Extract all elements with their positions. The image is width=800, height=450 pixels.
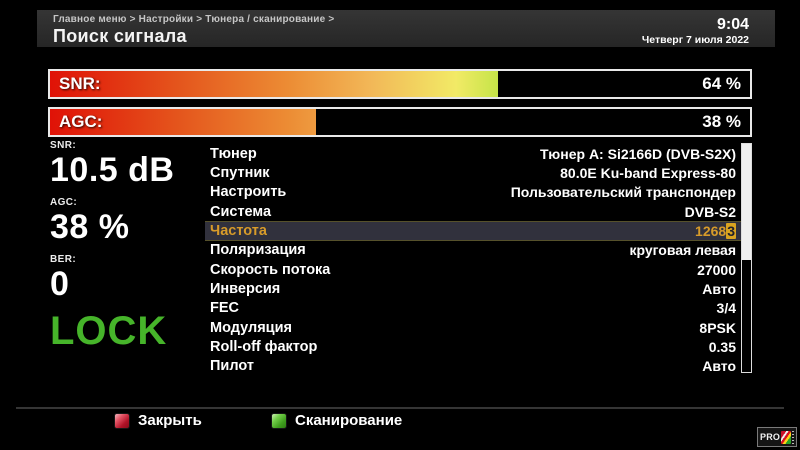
settings-row[interactable]: Roll-off фактор 0.35 bbox=[205, 337, 741, 356]
settings-row-label: Инверсия bbox=[210, 280, 281, 297]
page-title: Поиск сигнала bbox=[53, 26, 187, 46]
settings-row[interactable]: Настроить Пользовательский транспондер bbox=[205, 183, 741, 202]
snr-meter-value: 64 % bbox=[702, 74, 741, 93]
settings-row-label: FEC bbox=[210, 300, 239, 317]
settings-row-value: 0.35 bbox=[708, 338, 736, 355]
lock-status: LOCK bbox=[50, 309, 168, 353]
pro-logo: PRO bbox=[757, 427, 797, 447]
pro-logo-text: PRO bbox=[760, 432, 781, 442]
settings-row-value: Тюнер A: Si2166D (DVB-S2X) bbox=[539, 145, 736, 162]
snr-stat-value: 10.5 dB bbox=[50, 151, 175, 189]
settings-list: Тюнер Тюнер A: Si2166D (DVB-S2X) Спутник… bbox=[205, 144, 741, 376]
header-left: Главное меню > Настройки > Тюнера / скан… bbox=[53, 14, 334, 47]
green-key-icon bbox=[271, 412, 287, 429]
settings-row-value: Пользовательский транспондер bbox=[510, 184, 736, 201]
settings-row-value: DVB-S2 bbox=[684, 203, 736, 220]
settings-row[interactable]: Скорость потока 27000 bbox=[205, 260, 741, 279]
settings-row-value: 8PSK bbox=[699, 319, 736, 336]
agc-meter-mask bbox=[316, 109, 750, 135]
snr-stat-label: SNR: bbox=[50, 140, 77, 151]
settings-row[interactable]: Спутник 80.0E Ku-band Express-80 bbox=[205, 163, 741, 182]
snr-meter: SNR: 64 % bbox=[48, 69, 752, 99]
signal-stats: SNR: 10.5 dB AGC: 38 % BER: 0 LOCK bbox=[50, 140, 200, 353]
settings-row-value: 27000 bbox=[697, 261, 736, 278]
breadcrumb: Главное меню > Настройки > Тюнера / скан… bbox=[53, 14, 335, 25]
settings-row-label: Пилот bbox=[210, 358, 254, 375]
ber-stat-label: BER: bbox=[50, 254, 77, 265]
ber-stat-value: 0 bbox=[50, 265, 70, 303]
settings-row-label: Скорость потока bbox=[210, 261, 331, 278]
agc-stat-value: 38 % bbox=[50, 208, 130, 246]
clock-time: 9:04 bbox=[716, 16, 749, 33]
settings-row-value: Авто bbox=[702, 358, 736, 375]
settings-row[interactable]: FEC 3/4 bbox=[205, 299, 741, 318]
scan-button-label: Сканирование bbox=[295, 412, 403, 429]
settings-row[interactable]: Поляризация круговая левая bbox=[205, 241, 741, 260]
header-bar: Главное меню > Настройки > Тюнера / скан… bbox=[37, 10, 775, 47]
settings-row-value: 3/4 bbox=[716, 300, 736, 317]
pro-logo-side-marks bbox=[791, 430, 794, 444]
settings-row-value: круговая левая bbox=[629, 242, 737, 259]
settings-row-label: Частота bbox=[210, 222, 267, 239]
agc-meter-label: AGC: bbox=[59, 112, 103, 131]
close-button-label: Закрыть bbox=[138, 412, 202, 429]
agc-meter-track bbox=[50, 109, 750, 135]
settings-row-label: Тюнер bbox=[210, 145, 257, 162]
settings-row[interactable]: Система DVB-S2 bbox=[205, 202, 741, 221]
clock-date: Четверг 7 июля 2022 bbox=[641, 34, 749, 47]
snr-meter-label: SNR: bbox=[59, 74, 101, 93]
settings-row-value: 80.0E Ku-band Express-80 bbox=[560, 164, 736, 181]
settings-scrollbar[interactable] bbox=[741, 143, 752, 373]
snr-meter-track bbox=[50, 71, 750, 97]
settings-row-label: Модуляция bbox=[210, 319, 292, 336]
close-button[interactable]: Закрыть bbox=[114, 412, 202, 429]
settings-row[interactable]: Модуляция 8PSK bbox=[205, 318, 741, 337]
settings-row-label: Roll-off фактор bbox=[210, 338, 318, 355]
settings-row[interactable]: Частота 12683 bbox=[205, 221, 741, 241]
settings-row-value: 12683 bbox=[695, 222, 736, 239]
settings-row-label: Спутник bbox=[210, 164, 270, 181]
settings-row[interactable]: Пилот Авто bbox=[205, 357, 741, 376]
red-key-icon bbox=[114, 412, 130, 429]
settings-row-label: Система bbox=[210, 203, 272, 220]
agc-meter: AGC: 38 % bbox=[48, 107, 752, 137]
snr-meter-mask bbox=[498, 71, 750, 97]
settings-row-label: Поляризация bbox=[210, 242, 306, 259]
agc-meter-value: 38 % bbox=[702, 112, 741, 131]
footer-divider bbox=[16, 407, 784, 409]
scan-button[interactable]: Сканирование bbox=[271, 412, 402, 429]
pro-logo-emblem-icon bbox=[781, 430, 791, 444]
clock: 9:04 Четверг 7 июля 2022 bbox=[642, 14, 749, 47]
settings-row-value: Авто bbox=[702, 280, 736, 297]
scrollbar-thumb[interactable] bbox=[742, 144, 751, 261]
agc-stat-label: AGC: bbox=[50, 197, 78, 208]
edit-cursor: 3 bbox=[726, 222, 736, 239]
settings-row-label: Настроить bbox=[210, 184, 287, 201]
settings-row[interactable]: Тюнер Тюнер A: Si2166D (DVB-S2X) bbox=[205, 144, 741, 163]
settings-row[interactable]: Инверсия Авто bbox=[205, 279, 741, 298]
